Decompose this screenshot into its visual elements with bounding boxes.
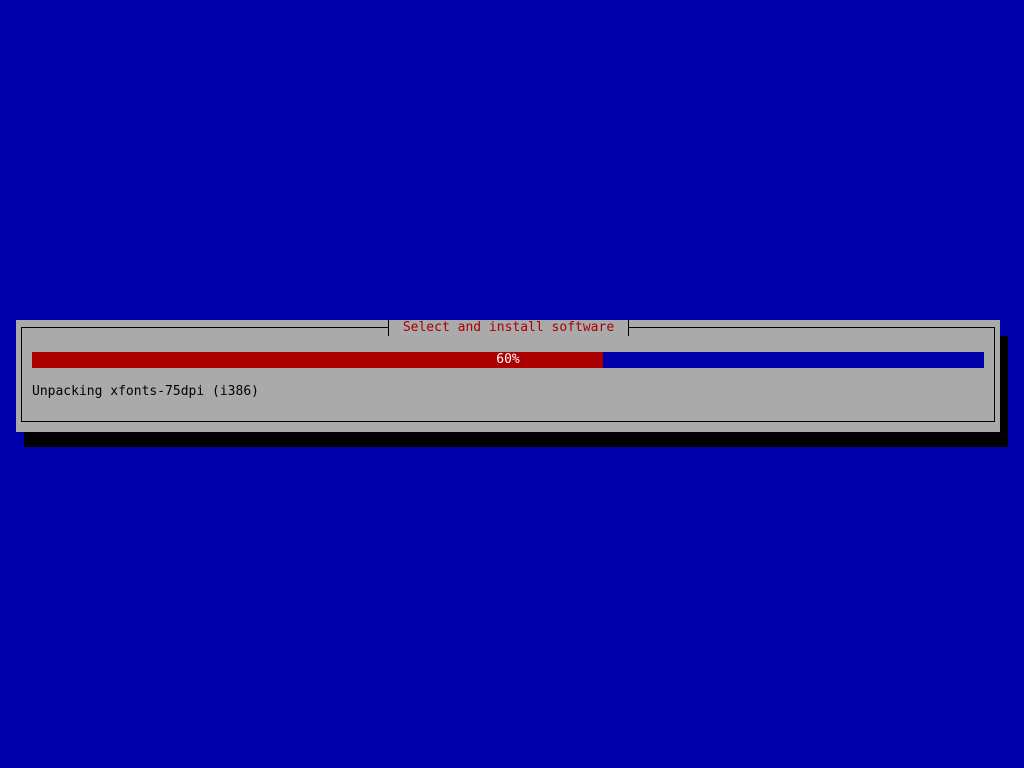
- progress-fill: [32, 352, 604, 368]
- status-text: Unpacking xfonts-75dpi (i386): [32, 384, 259, 399]
- progress-dialog: Select and install software 60% Unpackin…: [16, 320, 1000, 432]
- dialog-shadow: [24, 432, 1008, 447]
- progress-bar: 60%: [32, 352, 984, 368]
- dialog-title: Select and install software: [388, 320, 629, 336]
- progress-percent: 60%: [496, 352, 520, 367]
- dialog-shadow-right: [1000, 336, 1008, 432]
- dialog-frame: [21, 327, 995, 422]
